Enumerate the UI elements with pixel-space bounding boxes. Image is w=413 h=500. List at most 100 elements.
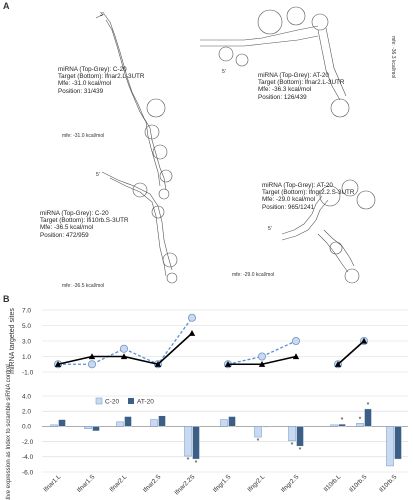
structure-3-end-label: 5' [96, 172, 100, 178]
rna-structure-3-icon [101, 171, 178, 284]
line-chart-ytick: 3.0 [22, 338, 31, 345]
bar-chart-xtick: Ifngr2.L [246, 473, 266, 493]
significance-mark: * [299, 447, 302, 454]
line-chart-ytick: 1.0 [22, 354, 31, 361]
bar-chart-xtick: Ifnar2.L [108, 473, 128, 493]
bar-chart-xtick: Ifngr2.S [280, 473, 301, 494]
c20-bar [184, 426, 192, 457]
bar-chart-ytick: -2.0 [22, 439, 34, 446]
at20-bar [262, 426, 270, 428]
at20-bar [92, 426, 100, 432]
significance-mark: * [187, 457, 190, 464]
line-chart-ytick: 7.0 [22, 307, 31, 314]
structure-3-mirna-line: miRNA (Top-Grey): C-20 [40, 210, 109, 217]
c20-bar [116, 421, 124, 427]
significance-mark: * [257, 438, 260, 445]
structure-2-end-label: 5' [222, 69, 226, 75]
structure-1-end-label: 3' [100, 12, 104, 18]
structure-2-position-line: Position: 126/439 [258, 93, 307, 101]
bar-chart-xtick: Il10rb.S [348, 473, 368, 493]
c20-bar [330, 424, 338, 427]
at20-bar [338, 423, 346, 427]
c20-bar [84, 426, 92, 429]
rna-structure-1-icon [95, 13, 173, 200]
bar-chart-ytick: -4.0 [22, 454, 34, 461]
structure-3-info: miRNA (Top-Grey): C-20 Target (Bottom): … [40, 210, 129, 239]
bar-chart-ytick: 4.0 [22, 393, 31, 400]
structure-4-mirna-line: miRNA (Top-Grey): AT-20 [262, 182, 333, 189]
line-chart-ytick: -1.0 [22, 369, 34, 376]
at20-bar [228, 416, 236, 427]
bar-chart-ylabel: Relative expression as Index to scramble… [6, 364, 12, 500]
c20-series-line [227, 340, 297, 365]
at20-bar [296, 426, 304, 447]
legend-at20-label: AT-20 [137, 399, 154, 406]
at20-point [224, 361, 232, 367]
structure-3-mfe-label: mfe: -36.5 kcal/mol [62, 283, 105, 289]
structure-1-mfe-label: mfe: -31.0 kcal/mol [62, 133, 105, 139]
significance-mark: * [195, 460, 198, 467]
rna-structures-figure [95, 6, 376, 284]
structure-4-mfe-label: mfe: -29.0 kcal/mol [232, 272, 275, 278]
at20-bar [158, 415, 166, 427]
c20-bar [220, 419, 228, 427]
structure-3-position-line: Position: 472/959 [40, 231, 89, 239]
significance-mark: * [291, 442, 294, 449]
c20-point [187, 313, 196, 322]
structure-1-info: miRNA (Top-Grey): C-20 Target (Bottom): … [58, 66, 144, 95]
structure-2-target-line: Target (Bottom): lfnar2.L-3UTR [258, 79, 345, 87]
at20-bar [192, 426, 200, 460]
structure-1-position-line: Position: 31/439 [58, 87, 104, 95]
bar-chart-ytick: -6.0 [22, 469, 34, 476]
bar-chart-xtick: Il10rb.L [323, 473, 343, 493]
at20-point [154, 361, 162, 367]
structure-1-target-line: Target (Bottom): lfnar2.L-3UTR [58, 73, 145, 81]
c20-bar [356, 423, 364, 427]
structure-4-end-label: 5' [268, 226, 272, 232]
bar-chart-xtick: Il10rb.S [378, 473, 398, 493]
c20-bar [150, 419, 158, 427]
panel-a-label: A [3, 1, 10, 11]
at20-bar [58, 419, 66, 427]
c20-series-line [58, 317, 193, 366]
significance-mark: * [359, 416, 362, 423]
c20-point [257, 352, 266, 361]
c20-point [88, 360, 97, 369]
bar-chart-ytick: 0.0 [22, 424, 31, 431]
bar-chart-xtick: Ifnar1.S [76, 473, 97, 494]
at20-point [258, 361, 266, 367]
c20-bar [254, 426, 262, 438]
at20-point [54, 361, 62, 367]
structure-1-mfe-line: Mfe: -31.0 kcal/mol [58, 80, 112, 88]
c20-bar [50, 424, 58, 427]
at20-point [188, 330, 196, 336]
rna-structure-2-icon [200, 6, 350, 118]
c20-bar [288, 426, 296, 442]
structure-2-info: miRNA (Top-Grey): AT-20 Target (Bottom):… [258, 72, 344, 101]
panel-b-label: B [3, 294, 10, 304]
at20-point [292, 353, 300, 360]
at20-bar [124, 416, 132, 427]
structure-2-mirna-line: miRNA (Top-Grey): AT-20 [258, 72, 329, 79]
c20-point [291, 336, 300, 345]
at20-point [334, 361, 342, 367]
structure-4-position-line: Position: 965/1241 [262, 203, 315, 211]
bar-chart-ytick: 2.0 [22, 409, 31, 416]
structure-4-target-line: Target (Bottom): lfngr2.2.S-3UTR [262, 189, 355, 197]
structure-4-info: miRNA (Top-Grey): AT-20 Target (Bottom):… [262, 182, 354, 211]
bar-chart-xtick: Ifngr1.S [212, 473, 233, 494]
at20-point [360, 337, 368, 344]
line-chart-ytick: 5.0 [22, 323, 31, 330]
significance-mark: * [367, 402, 370, 409]
at20-bar [364, 408, 372, 427]
legend-c20-label: C-20 [105, 399, 119, 406]
at20-series-line [337, 340, 365, 365]
at20-point [120, 353, 128, 360]
rna-structure-4-icon [281, 179, 376, 284]
c20-point [120, 344, 129, 353]
bar-chart-xtick: Ifnar1.L [42, 473, 62, 493]
legend-at20-swatch [128, 398, 134, 404]
line-chart-ylabel: miRNA targeted sites [9, 308, 16, 374]
structure-4-mfe-line: Mfe: -29.0 kcal/mol [262, 196, 316, 204]
